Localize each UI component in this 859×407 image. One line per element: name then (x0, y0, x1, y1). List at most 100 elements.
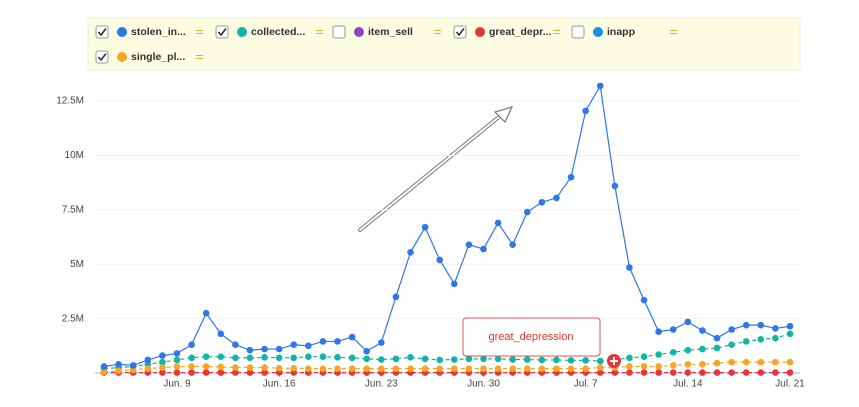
data-point[interactable] (728, 358, 735, 366)
data-point[interactable] (319, 353, 327, 360)
data-point[interactable] (582, 365, 589, 372)
data-point[interactable] (217, 353, 225, 360)
legend-checkbox[interactable] (332, 25, 346, 39)
data-point[interactable] (275, 354, 283, 362)
data-point[interactable] (553, 194, 560, 202)
data-point[interactable] (450, 365, 458, 372)
data-point[interactable] (655, 363, 662, 370)
data-point[interactable] (246, 369, 254, 376)
data-point[interactable] (786, 322, 794, 330)
data-point[interactable] (188, 369, 195, 376)
data-point[interactable] (378, 365, 385, 372)
data-point[interactable] (669, 326, 677, 333)
legend-item[interactable]: item_sell (332, 25, 441, 39)
data-point[interactable] (348, 333, 356, 341)
data-point[interactable] (684, 346, 692, 354)
data-point[interactable] (669, 362, 677, 369)
data-point[interactable] (742, 369, 750, 376)
data-point[interactable] (421, 365, 429, 372)
data-point[interactable] (378, 356, 385, 363)
legend-checkbox[interactable] (215, 25, 229, 39)
data-point[interactable] (538, 356, 546, 364)
data-point[interactable] (713, 359, 721, 367)
data-point[interactable] (626, 363, 633, 370)
data-point[interactable] (188, 363, 195, 370)
data-point[interactable] (742, 321, 750, 329)
data-point[interactable] (144, 356, 152, 364)
data-point[interactable] (261, 345, 268, 353)
legend-item[interactable]: single_pl... (95, 50, 203, 64)
data-point[interactable] (363, 365, 371, 372)
data-point[interactable] (713, 344, 721, 352)
data-point[interactable] (626, 264, 633, 271)
data-point[interactable] (378, 339, 385, 346)
data-point[interactable] (728, 326, 735, 333)
data-point[interactable] (217, 330, 225, 338)
data-point[interactable] (217, 363, 225, 371)
data-point[interactable] (159, 364, 166, 371)
data-point[interactable] (713, 369, 721, 376)
data-point[interactable] (407, 248, 414, 256)
data-point[interactable] (523, 365, 531, 372)
data-point[interactable] (290, 354, 298, 362)
data-point[interactable] (115, 360, 122, 368)
data-point[interactable] (611, 182, 619, 190)
data-point[interactable] (523, 208, 531, 216)
data-point[interactable] (786, 358, 794, 366)
data-point[interactable] (363, 355, 371, 363)
data-point[interactable] (436, 365, 444, 372)
data-point[interactable] (684, 369, 692, 376)
data-point[interactable] (480, 355, 487, 363)
data-point[interactable] (699, 327, 706, 334)
data-point[interactable] (305, 342, 312, 350)
data-point[interactable] (173, 363, 181, 370)
data-point[interactable] (202, 353, 210, 360)
data-point[interactable] (567, 173, 575, 181)
data-point[interactable] (523, 356, 531, 363)
data-point[interactable] (334, 338, 341, 345)
data-point[interactable] (480, 245, 487, 253)
data-point[interactable] (582, 107, 589, 115)
data-point[interactable] (100, 363, 108, 370)
data-point[interactable] (188, 341, 195, 349)
data-point[interactable] (465, 241, 473, 248)
data-point[interactable] (567, 357, 575, 364)
data-point[interactable] (159, 352, 166, 359)
data-point[interactable] (188, 354, 195, 362)
data-point[interactable] (275, 364, 283, 372)
data-point[interactable] (232, 354, 239, 362)
legend-checkbox[interactable] (453, 25, 467, 39)
data-point[interactable] (742, 338, 750, 345)
data-point[interactable] (699, 360, 706, 368)
data-point[interactable] (421, 223, 429, 231)
data-point[interactable] (494, 355, 502, 363)
data-point[interactable] (450, 280, 458, 288)
data-point[interactable] (757, 369, 765, 376)
data-point[interactable] (159, 358, 166, 366)
data-point[interactable] (596, 357, 604, 365)
data-point[interactable] (334, 365, 341, 372)
data-point[interactable] (319, 365, 327, 372)
data-point[interactable] (509, 241, 516, 248)
data-point[interactable] (407, 354, 414, 361)
data-point[interactable] (480, 365, 487, 372)
data-point[interactable] (772, 369, 779, 376)
data-point[interactable] (757, 358, 765, 366)
data-point[interactable] (261, 354, 268, 361)
data-point[interactable] (290, 341, 298, 349)
data-point[interactable] (582, 357, 589, 364)
data-point[interactable] (553, 356, 560, 364)
data-point[interactable] (655, 351, 662, 358)
data-point[interactable] (173, 356, 181, 364)
data-point[interactable] (159, 369, 166, 376)
data-point[interactable] (392, 293, 400, 301)
legend-checkbox[interactable] (95, 50, 109, 64)
data-point[interactable] (465, 355, 473, 363)
data-point[interactable] (363, 347, 371, 355)
data-point[interactable] (421, 355, 429, 363)
data-point[interactable] (684, 318, 692, 326)
data-point[interactable] (742, 358, 750, 366)
data-point[interactable] (217, 369, 225, 376)
data-point[interactable] (305, 365, 312, 372)
data-point[interactable] (275, 345, 283, 353)
